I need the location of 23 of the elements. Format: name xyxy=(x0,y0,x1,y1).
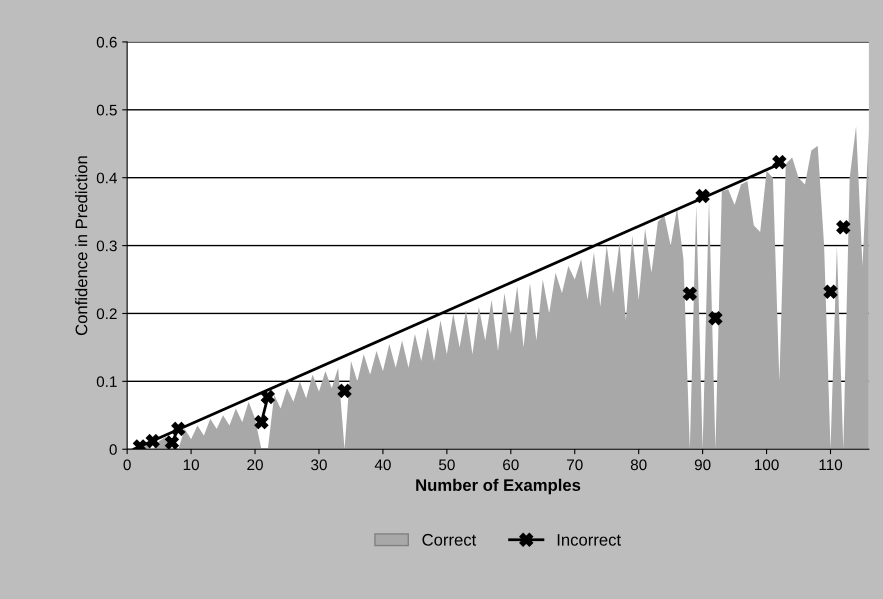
x-tick-label: 100 xyxy=(754,459,779,470)
y-tick-label: 0.5 xyxy=(96,104,117,116)
x-tick-label: 60 xyxy=(503,459,519,470)
x-tick-label: 90 xyxy=(694,459,711,470)
y-tick-label: 0.1 xyxy=(96,376,117,388)
x-tick-label: 110 xyxy=(819,459,842,470)
x-tick-label: 40 xyxy=(374,459,391,470)
x-tick-label: 10 xyxy=(184,459,199,470)
y-axis-title: Confidence in Prediction xyxy=(75,156,88,336)
x-tick-label: 50 xyxy=(438,459,455,470)
x-tick-label: 70 xyxy=(567,459,583,470)
y-tick-label: 0.4 xyxy=(96,172,117,184)
x-tick-label: 20 xyxy=(247,459,263,470)
y-tick-label: 0.6 xyxy=(96,36,117,48)
x-tick-label: 80 xyxy=(630,459,647,470)
y-tick-label: 0.3 xyxy=(96,240,117,252)
x-tick-label: 30 xyxy=(311,459,327,470)
legend-label: Incorrect xyxy=(558,534,621,546)
x-axis-title: Number of Examples xyxy=(416,478,580,494)
y-tick-label: 0 xyxy=(110,444,117,455)
y-tick-label: 0.2 xyxy=(96,308,117,320)
legend-label: Correct xyxy=(422,534,476,546)
x-tick-label: 0 xyxy=(124,459,131,470)
